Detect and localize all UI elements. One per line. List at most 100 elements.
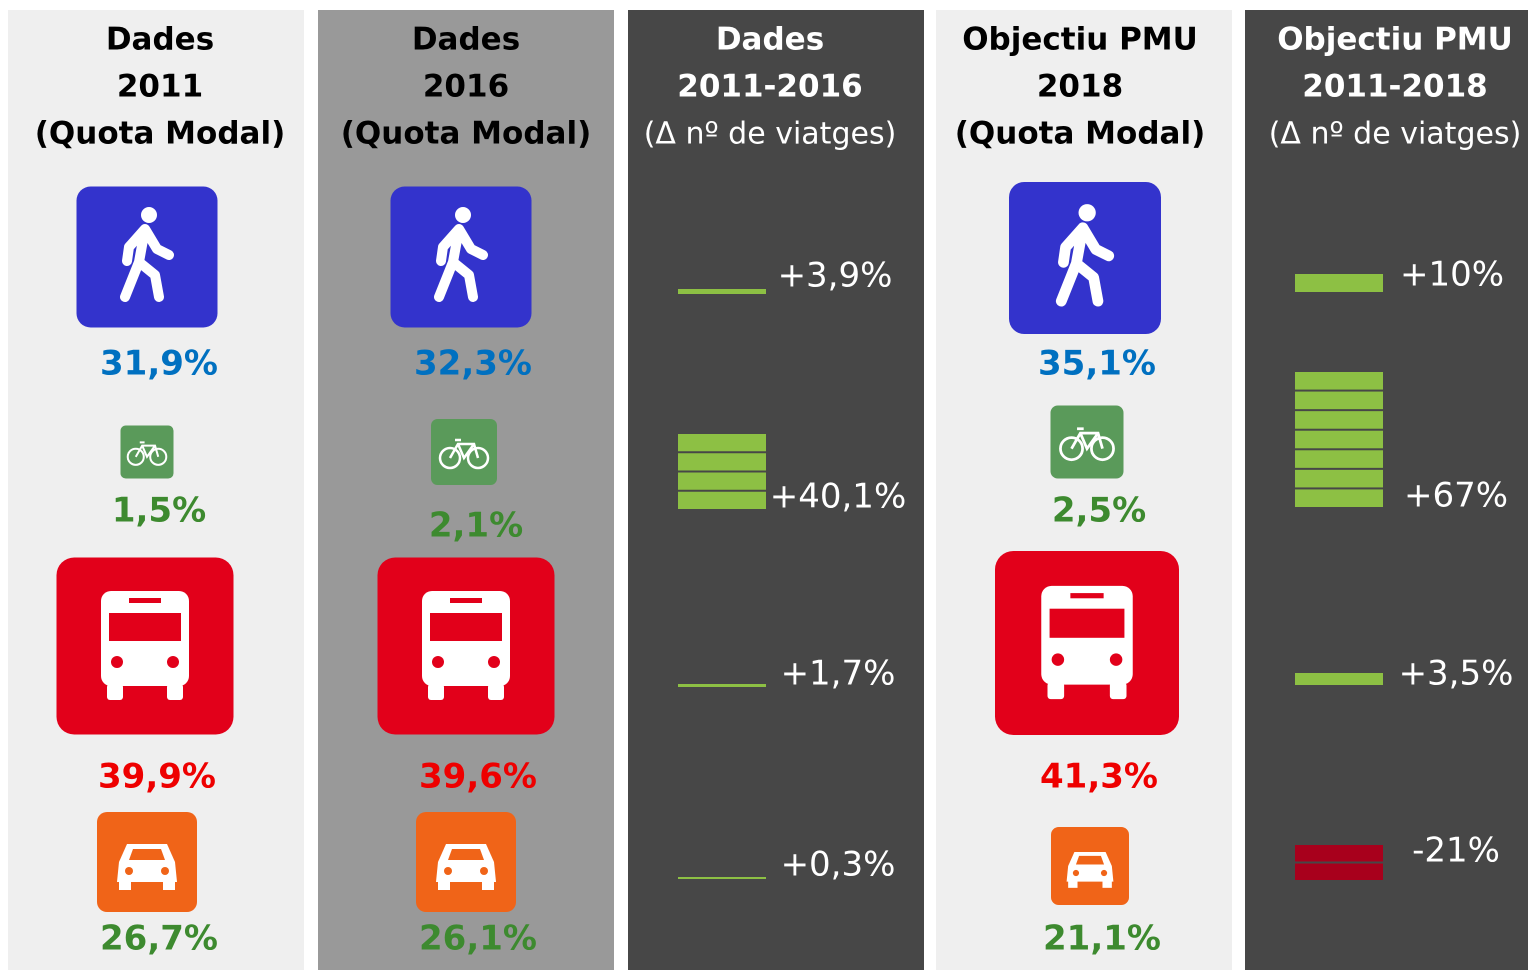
icon-part <box>134 441 160 459</box>
icon-part <box>129 849 165 860</box>
icon-part <box>120 224 174 302</box>
icon-part <box>466 446 490 470</box>
icon-part <box>1102 880 1112 888</box>
icon-part <box>1078 204 1096 222</box>
column-title: (Quota Modal) <box>341 116 591 152</box>
column-bg <box>318 10 614 970</box>
bus-icon <box>377 557 555 735</box>
icon-part <box>163 880 175 890</box>
bike-icon <box>1050 405 1124 479</box>
share-label: 35,1% <box>1038 344 1156 384</box>
column-title: (Quota Modal) <box>955 116 1205 152</box>
icon-part <box>107 684 123 700</box>
share-label: 26,1% <box>419 919 537 959</box>
share-label: 31,9% <box>100 344 218 384</box>
column-title: Dades <box>106 22 214 58</box>
icon-part <box>1047 682 1065 700</box>
icon-part <box>167 656 179 668</box>
bike-icon <box>431 419 497 485</box>
column-title: Dades <box>716 22 824 58</box>
icon-part <box>428 684 444 700</box>
change-label: +10% <box>1400 255 1504 295</box>
icon-part <box>1059 436 1084 462</box>
bar-stripe <box>1295 274 1383 292</box>
share-label: 39,9% <box>98 757 216 797</box>
icon-part <box>1051 653 1065 666</box>
icon-part <box>1070 593 1104 599</box>
car-icon <box>416 812 516 912</box>
icon-part <box>438 880 450 890</box>
column-title: 2018 <box>1037 69 1123 105</box>
icon-part <box>126 447 145 466</box>
column-title: 2011-2016 <box>677 69 862 105</box>
bar-stripe <box>1295 391 1383 410</box>
change-label: +3,5% <box>1399 654 1514 694</box>
walk-icon <box>1009 182 1161 334</box>
icon-bg <box>1009 182 1161 334</box>
change-label: +3,9% <box>778 256 893 296</box>
icon-part <box>119 880 131 890</box>
bike-icon <box>120 425 174 479</box>
icon-part <box>480 867 488 875</box>
icon-part <box>430 613 502 641</box>
icon-part <box>167 684 183 700</box>
change-label: +67% <box>1404 476 1508 516</box>
bar-stripe <box>1295 372 1383 390</box>
bar-stripe <box>1295 863 1383 880</box>
share-label: 21,1% <box>1043 919 1161 959</box>
bar-stripe <box>1295 430 1383 449</box>
icon-part <box>1109 653 1123 666</box>
icon-bg <box>76 186 218 328</box>
share-label: 32,3% <box>414 344 532 384</box>
icon-part <box>1100 869 1108 877</box>
column-title: Objectiu PMU <box>1277 22 1513 58</box>
bus-icon <box>995 551 1179 735</box>
icon-part <box>448 849 484 860</box>
bar-stripe <box>1295 411 1383 429</box>
icon-bg <box>390 186 532 328</box>
car-icon <box>1051 827 1129 905</box>
icon-part <box>161 867 169 875</box>
bus-icon <box>56 557 234 735</box>
bar-stripe <box>678 453 766 471</box>
column-title: 2016 <box>423 69 509 105</box>
change-label: +0,3% <box>781 845 896 885</box>
column-title: 2011-2018 <box>1302 69 1487 105</box>
icon-part <box>432 656 444 668</box>
column-bg <box>8 10 304 970</box>
share-label: 2,1% <box>429 506 523 546</box>
icon-part <box>1109 682 1127 700</box>
icon-part <box>450 598 482 603</box>
share-label: 39,6% <box>419 757 537 797</box>
bar-stripe <box>678 472 766 490</box>
column-title: (Quota Modal) <box>35 116 285 152</box>
icon-part <box>1068 880 1078 888</box>
icon-part <box>448 438 480 461</box>
bar-stripe <box>678 434 766 452</box>
icon-part <box>149 447 168 466</box>
bar-stripe <box>678 684 766 687</box>
bar-stripe <box>678 289 766 294</box>
bar-stripe <box>1295 469 1383 488</box>
icon-part <box>1075 855 1105 865</box>
column-title: 2011 <box>117 69 203 105</box>
icon-part <box>1090 436 1115 462</box>
column-title: (Δ nº de viatges) <box>1269 117 1522 152</box>
walk-icon <box>390 186 532 328</box>
icon-part <box>482 880 494 890</box>
column-title: Dades <box>412 22 520 58</box>
icon-part <box>444 867 452 875</box>
walk-icon <box>76 186 218 328</box>
icon-part <box>488 684 504 700</box>
share-label: 26,7% <box>100 919 218 959</box>
bar-stripe <box>678 877 766 879</box>
icon-part <box>1055 222 1115 307</box>
bar-stripe <box>1295 450 1383 468</box>
icon-part <box>1049 608 1125 638</box>
icon-part <box>111 656 123 668</box>
icon-part <box>488 656 500 668</box>
icon-part <box>129 598 161 603</box>
share-label: 2,5% <box>1052 491 1146 531</box>
change-label: +40,1% <box>770 477 907 517</box>
